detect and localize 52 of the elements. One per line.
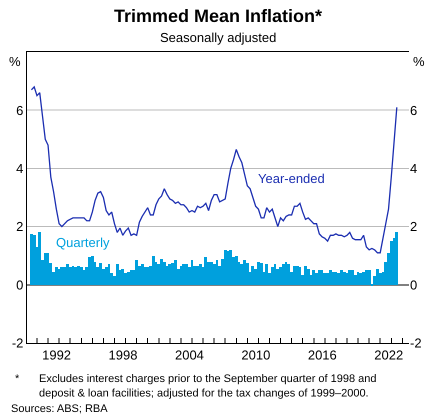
chart-title: Trimmed Mean Inflation* (114, 6, 322, 26)
bar (38, 232, 41, 285)
bar (265, 264, 268, 285)
y2-tick-label: -2 (410, 336, 422, 351)
bar (30, 234, 33, 285)
bar (299, 267, 301, 285)
y-tick-label: 4 (16, 160, 24, 176)
y-tick-label: 6 (16, 102, 24, 118)
x-tick-label: 2022 (374, 348, 404, 363)
bar (351, 270, 354, 285)
bar (312, 270, 315, 285)
bar (395, 232, 398, 285)
text: * Excludes interest charges prior to the September quarter of 1998 and deposit & loan facilities; adjusted for the tax changes of 1999–2000. (15, 373, 377, 400)
bar (152, 256, 155, 285)
y-axis-title: % (9, 54, 21, 69)
bar (116, 264, 119, 285)
source-note: Sources: ABS; RBA (11, 403, 108, 415)
x-tick-label: 2004 (174, 348, 204, 363)
bar (135, 260, 138, 285)
bar (204, 257, 207, 285)
bar (251, 266, 254, 285)
bar (246, 263, 249, 285)
bar (287, 264, 290, 285)
line-series (30, 86, 398, 254)
bar (271, 267, 274, 285)
bar (307, 269, 310, 285)
x-tick-label: 1992 (42, 348, 72, 363)
y2-tick-label: 6 (410, 102, 418, 118)
bar (390, 241, 393, 285)
y-tick-label: 2 (16, 219, 24, 234)
bar (257, 262, 260, 285)
x-tick-label: 2016 (308, 348, 337, 363)
y-tick-label: 0 (16, 277, 24, 292)
x-tick-label: 2010 (241, 348, 270, 363)
y2-tick-label: 0 (410, 277, 418, 292)
bar (293, 266, 296, 285)
bar (174, 260, 177, 285)
bar (376, 269, 379, 285)
series-label: Quarterly (56, 235, 110, 250)
bar (108, 264, 110, 285)
chart-subtitle: Seasonally adjusted (160, 30, 276, 45)
bar (260, 263, 263, 285)
series-label: Year-ended (258, 171, 325, 186)
bar (304, 266, 307, 285)
y2-axis-title: % (413, 54, 425, 69)
bar (47, 253, 49, 285)
bar (88, 257, 91, 285)
y-tick-label: -2 (12, 336, 24, 351)
y2-tick-label: 2 (410, 219, 418, 234)
x-tick-label: 1998 (108, 348, 138, 363)
y2-tick-label: 4 (410, 160, 418, 176)
bar (368, 270, 371, 285)
